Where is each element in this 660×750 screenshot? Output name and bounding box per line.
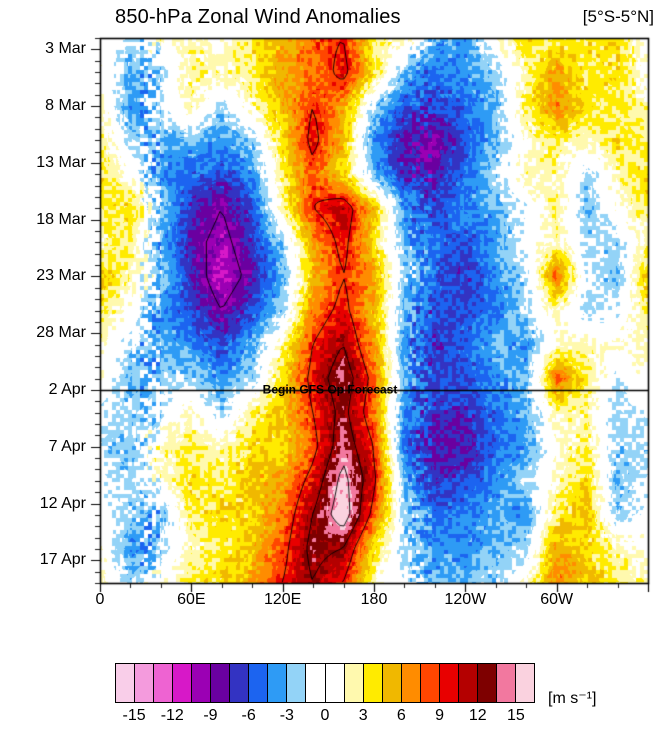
x-tick-label: 120E [263, 591, 302, 608]
colorbar-cell [249, 664, 269, 702]
colorbar-cell [116, 664, 136, 702]
colorbar-tick-label: 0 [320, 707, 330, 724]
y-tick-label: 23 Mar [36, 267, 86, 285]
colorbar [115, 663, 535, 703]
colorbar-cell [192, 664, 212, 702]
colorbar-tick-label: 3 [358, 707, 368, 724]
colorbar-tick-label: -15 [122, 707, 146, 724]
colorbar-cell [496, 664, 516, 702]
x-tick-label: 60W [540, 591, 574, 608]
colorbar-tick-label: 6 [396, 707, 406, 724]
colorbar-cell [268, 664, 288, 702]
y-tick-label: 18 Mar [36, 210, 86, 228]
colorbar-cell [401, 664, 421, 702]
y-tick-label: 17 Apr [39, 551, 86, 569]
colorbar-tick-label: -6 [241, 707, 256, 724]
colorbar-cell [344, 664, 364, 702]
colorbar-cell [154, 664, 174, 702]
colorbar-cell [382, 664, 402, 702]
forecast-start-annotation: Begin GFS Op Forecast [262, 382, 398, 397]
x-tick-label: 180 [360, 591, 388, 608]
colorbar-tick-label: -9 [203, 707, 218, 724]
colorbar-cell [211, 664, 231, 702]
colorbar-cell [477, 664, 497, 702]
y-tick-label: 12 Apr [39, 494, 86, 512]
colorbar-cell [458, 664, 478, 702]
colorbar-cell [306, 664, 326, 702]
hovmoller-plot-canvas [0, 0, 660, 630]
x-tick-label: 120W [444, 591, 487, 608]
x-tick-label: 0 [95, 591, 105, 608]
colorbar-cell [135, 664, 155, 702]
y-tick-label: 13 Mar [36, 153, 86, 171]
colorbar-cell [515, 664, 535, 702]
colorbar-tick-label: 15 [507, 707, 525, 724]
colorbar-tick-label: -12 [160, 707, 184, 724]
colorbar-cell [325, 664, 345, 702]
y-tick-label: 7 Apr [48, 437, 86, 455]
colorbar-cell [439, 664, 459, 702]
colorbar-tick-label: 12 [468, 707, 487, 724]
colorbar-cell [363, 664, 383, 702]
colorbar-cell [287, 664, 307, 702]
colorbar-cell [173, 664, 193, 702]
colorbar-cell [420, 664, 440, 702]
y-tick-label: 2 Apr [48, 380, 86, 398]
colorbar-tick-label: -3 [279, 707, 294, 724]
colorbar-units-label: [m s⁻¹] [548, 690, 597, 707]
y-tick-label: 3 Mar [45, 40, 86, 58]
y-tick-label: 8 Mar [45, 97, 86, 115]
colorbar-cell [230, 664, 250, 702]
x-tick-label: 60E [177, 591, 206, 608]
colorbar-tick-label: 9 [435, 707, 444, 724]
y-tick-label: 28 Mar [36, 324, 86, 342]
